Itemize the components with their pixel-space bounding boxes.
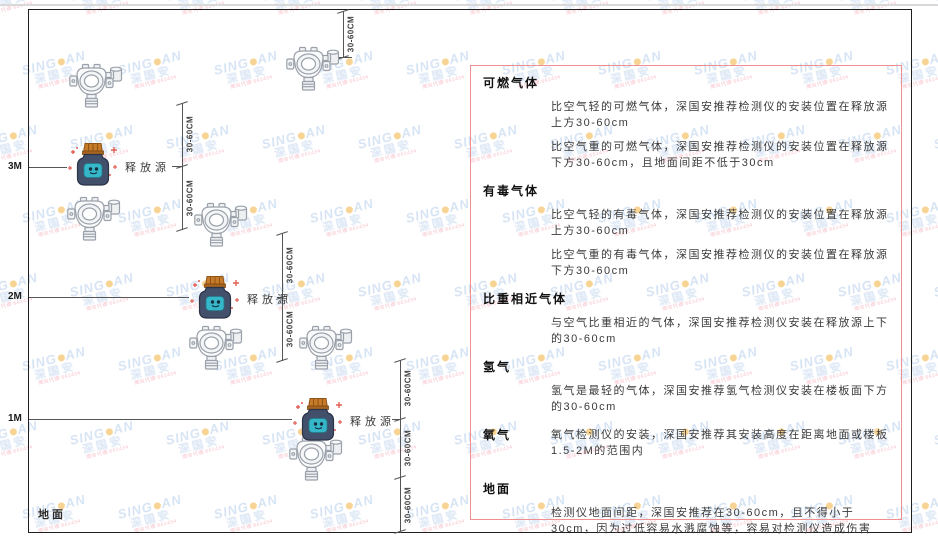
panel-section: 比重相近气体与空气比重相近的气体，深国安推荐检测仪安装在释放源上下的30-60c…: [483, 291, 889, 347]
dimension-label: 30-60CM: [346, 15, 356, 53]
installation-notes-panel: 可燃气体 比空气轻的可燃气体，深国安推荐检测仪的安装位置在释放源上方30-60cm…: [470, 65, 902, 535]
watermark-dot-icon: [920, 205, 930, 215]
panel-section: 氧气 氧气检测仪的安装，深国安推荐其安装高度在距离地面或楼板1.5-2M的范围内: [483, 427, 889, 459]
gas-detector-icon: [299, 324, 355, 370]
watermark-dot-icon: [920, 501, 930, 511]
gas-detector-icon: [189, 324, 245, 370]
section-paragraph: 比空气轻的有毒气体，深国安推荐检测仪的安装位置在释放源上方30-60cm: [551, 209, 889, 237]
section-paragraph: 氧气检测仪的安装，深国安推荐其安装高度在距离地面或楼板1.5-2M的范围内: [551, 429, 889, 457]
watermark-dot-icon: [920, 353, 930, 363]
dimension-label: 30-60CM: [285, 310, 295, 348]
level-line-2m: [29, 297, 189, 298]
level-line-1m: [29, 419, 292, 420]
section-paragraph: 检测仪地面间距，深国安推荐在30-60cm，且不得小于30cm，因为过低容易水溅…: [551, 507, 872, 535]
dimension-label: 30-60CM: [403, 369, 413, 407]
release-source-icon: [189, 275, 241, 321]
dimension-label: 30-60CM: [403, 429, 413, 467]
release-source-label: 释放源: [350, 416, 395, 428]
release-source-icon: [292, 397, 344, 443]
release-source-label: 释放源: [247, 294, 292, 306]
level-line-3m: [29, 167, 67, 168]
dimension-label: 30-60CM: [285, 246, 295, 284]
panel-section: 氢气氢气是最轻的气体，深国安推荐氢气检测仪安装在楼板面下方的30-60cm: [483, 359, 889, 415]
axis-label-3m: 3M: [8, 161, 22, 172]
section-heading: 比重相近气体: [483, 292, 568, 306]
section-paragraph: 比空气轻的可燃气体，深国安推荐检测仪的安装位置在释放源上方30-60cm: [551, 101, 889, 129]
dimension-line: [343, 11, 344, 58]
watermark-dot-icon: [8, 131, 18, 141]
axis-label-2m: 2M: [8, 291, 22, 302]
release-source-icon: [67, 142, 119, 188]
section-paragraph: 与空气比重相近的气体，深国安推荐检测仪安装在释放源上下的30-60cm: [551, 317, 889, 345]
section-heading: 有毒气体: [483, 184, 540, 198]
section-heading: 可燃气体: [483, 76, 540, 90]
section-paragraph: 比空气重的有毒气体，深国安推荐检测仪的安装位置在释放源下方30-60cm: [551, 249, 889, 277]
gas-detector-icon: [69, 62, 125, 108]
section-heading: 氢气: [483, 360, 512, 374]
section-heading: 氧气: [483, 428, 512, 442]
panel-section: 可燃气体 比空气轻的可燃气体，深国安推荐检测仪的安装位置在释放源上方30-60cm…: [483, 75, 889, 171]
ground-label: 地面: [38, 509, 66, 521]
panel-section: 地面检测仪地面间距，深国安推荐在30-60cm，且不得小于30cm，因为过低容易…: [483, 481, 889, 537]
gas-detector-icon: [194, 201, 250, 247]
dimension-line: [400, 360, 401, 533]
watermark-dot-icon: [8, 427, 18, 437]
dimension-label: 30-60CM: [403, 486, 413, 524]
gas-detector-icon: [67, 195, 123, 241]
release-source-label: 释放源: [125, 162, 170, 174]
watermark-dot-icon: [8, 279, 18, 289]
section-paragraph: 比空气重的可燃气体，深国安推荐检测仪的安装位置在释放源下方30-60cm，且地面…: [551, 141, 889, 169]
gas-detector-icon: [286, 45, 342, 91]
panel-section: 有毒气体 比空气轻的有毒气体，深国安推荐检测仪的安装位置在释放源上方30-60cm…: [483, 183, 889, 279]
section-paragraph: 氢气是最轻的气体，深国安推荐氢气检测仪安装在楼板面下方的30-60cm: [551, 385, 889, 413]
room-outline: [28, 9, 912, 533]
dimension-label: 30-60CM: [185, 115, 195, 153]
watermark-dot-icon: [920, 57, 930, 67]
axis-label-1m: 1M: [8, 413, 22, 424]
top-edge-shadow: [0, 4, 938, 6]
section-heading: 地面: [483, 482, 512, 496]
